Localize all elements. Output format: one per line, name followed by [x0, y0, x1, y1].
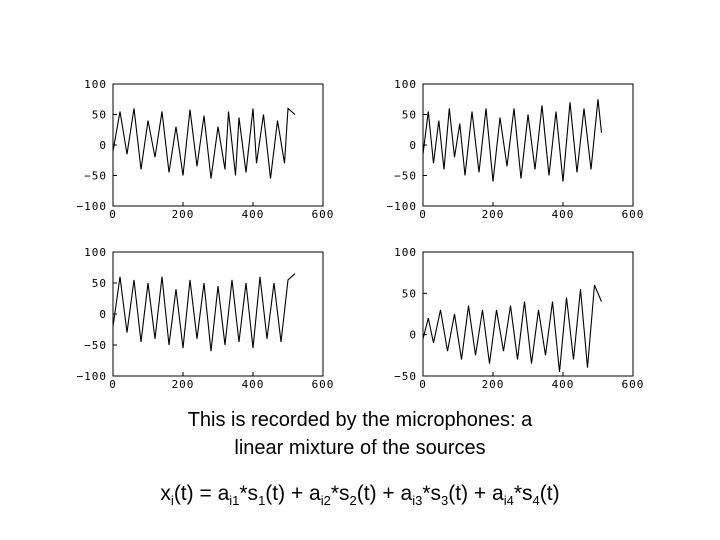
y-tick-label: 50 [92, 277, 107, 290]
x-tick-label: 0 [419, 378, 427, 391]
x-tick-label: 200 [482, 208, 505, 221]
x-tick-label: 600 [312, 378, 335, 391]
formula-text: *s [513, 482, 533, 505]
formula-text: x [160, 482, 171, 505]
y-tick-label: 0 [99, 308, 107, 321]
x-tick-label: 0 [109, 208, 117, 221]
formula-text: (t) + a [265, 482, 321, 505]
y-tick-label: 0 [409, 329, 417, 342]
caption: This is recorded by the microphones: a l… [0, 406, 720, 462]
formula-text: *s [330, 482, 350, 505]
y-tick-label: 100 [394, 78, 417, 91]
caption-line-2: linear mixture of the sources [234, 437, 486, 459]
y-tick-label: 100 [84, 246, 107, 259]
formula-subscript: 4 [532, 493, 540, 509]
plot-frame [422, 251, 634, 377]
formula-text: (t) + a [356, 482, 413, 505]
signal-line [422, 99, 603, 182]
y-tick-label: 50 [402, 287, 417, 300]
x-tick-label: 400 [552, 378, 575, 391]
x-tick-label: 400 [552, 208, 575, 221]
x-tick-label: 600 [622, 208, 645, 221]
y-tick-label: −50 [84, 170, 107, 183]
x-tick-label: 200 [172, 208, 195, 221]
y-tick-label: 100 [84, 78, 107, 91]
formula-subscript: i1 [229, 493, 240, 509]
x-tick-label: 600 [312, 208, 335, 221]
x-tick-label: 400 [242, 378, 265, 391]
formula-subscript: i4 [503, 493, 514, 509]
y-tick-label: 100 [394, 246, 417, 259]
formula-subscript: i3 [412, 493, 423, 509]
formula-text: *s [239, 482, 259, 505]
x-tick-label: 0 [419, 208, 427, 221]
x-tick-label: 200 [482, 378, 505, 391]
plot-frame [422, 83, 634, 207]
x-tick-label: 200 [172, 378, 195, 391]
formula-subscript: 3 [441, 493, 449, 509]
y-tick-label: 50 [402, 109, 417, 122]
caption-line-1: This is recorded by the microphones: a [187, 409, 533, 431]
signal-line [112, 107, 296, 179]
mixture-formula: xi(t) = ai1*s1(t) + ai2*s2(t) + ai3*s3(t… [0, 480, 720, 515]
y-tick-label: −100 [77, 200, 108, 213]
y-tick-label: −100 [387, 200, 418, 213]
formula-subscript: i2 [320, 493, 331, 509]
formula-text: (t) + a [448, 482, 504, 505]
formula-subscript: 1 [258, 493, 266, 509]
x-tick-label: 400 [242, 208, 265, 221]
formula-text: *s [422, 482, 442, 505]
y-tick-label: −50 [394, 170, 417, 183]
formula-text: (t) = a [173, 482, 230, 505]
formula-text: (t) [539, 482, 560, 505]
y-tick-label: −50 [394, 370, 417, 383]
y-tick-label: 0 [99, 139, 107, 152]
y-tick-label: −100 [77, 370, 108, 383]
y-tick-label: 0 [409, 139, 417, 152]
y-tick-label: −50 [84, 339, 107, 352]
signal-line [422, 284, 603, 372]
formula-subscript: i [170, 493, 174, 509]
x-tick-label: 600 [622, 378, 645, 391]
signal-line [112, 273, 296, 352]
formula-subscript: 2 [349, 493, 357, 509]
x-tick-label: 0 [109, 378, 117, 391]
y-tick-label: 50 [92, 109, 107, 122]
